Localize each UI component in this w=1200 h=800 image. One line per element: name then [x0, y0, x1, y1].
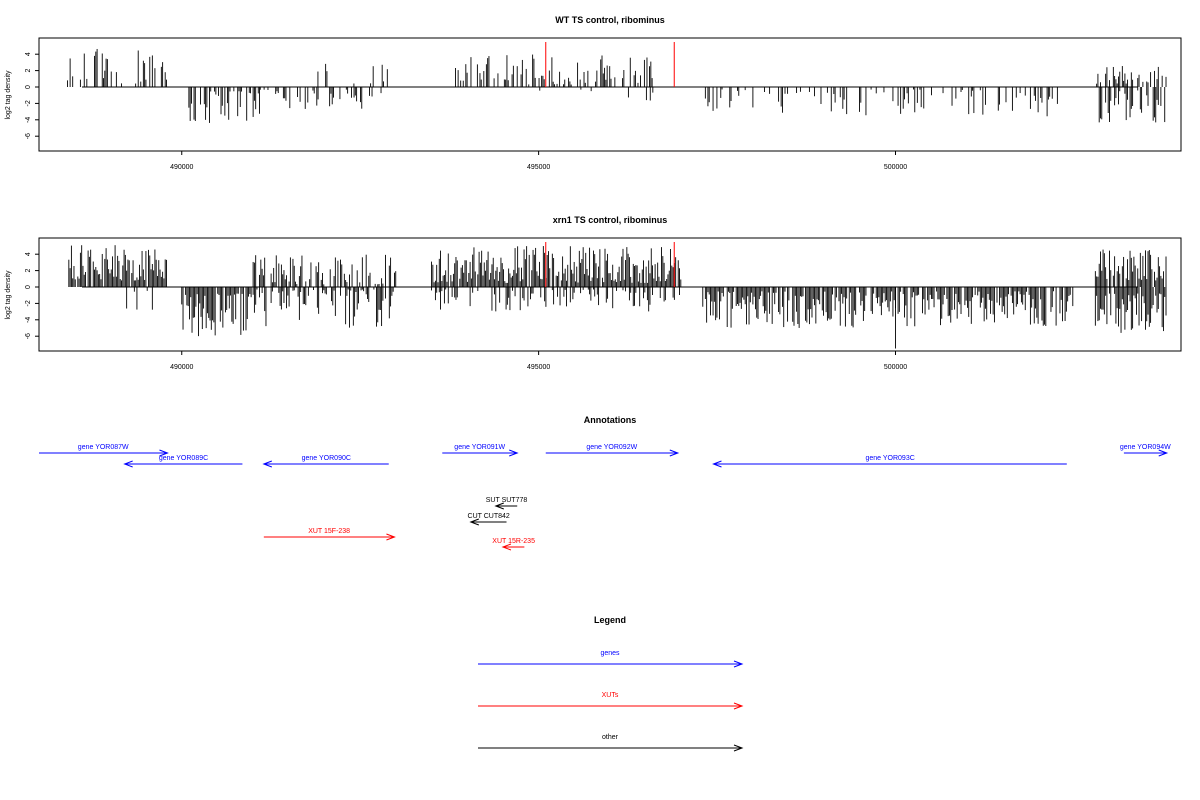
x-tick-label: 500000 [884, 164, 907, 171]
y-tick-label: 2 [25, 269, 32, 273]
legend-label: genes [600, 650, 620, 657]
tick-labels-wt: 4 2 0 -2 -4 -6 490000 495000 500000 [25, 52, 907, 171]
y-axis-label-xrn1: log2 tag density [5, 270, 12, 320]
annotation-feature: gene YOR089C [123, 455, 243, 468]
feature-label: XUT 15R-235 [492, 538, 535, 545]
annotation-feature: gene YOR091W [442, 444, 519, 457]
y-tick-label: 2 [25, 69, 32, 73]
y-tick-label: -4 [25, 117, 32, 123]
feature-arrowhead [123, 460, 133, 468]
feature-arrowhead [509, 449, 519, 457]
annotation-feature: gene YOR093C [712, 455, 1067, 468]
legend-arrowhead [733, 660, 744, 668]
annotation-feature: gene YOR092W [545, 444, 680, 457]
marker-lines-xrn1 [545, 242, 675, 287]
annotation-feature: SUT SUT778 [486, 497, 528, 510]
y-tick-label: -6 [25, 333, 32, 339]
annotation-feature: gene YOR087W [39, 444, 169, 457]
feature-arrowhead [469, 518, 479, 526]
feature-label: gene YOR092W [586, 444, 637, 451]
legend-item: XUTs [478, 692, 744, 710]
feature-label: gene YOR093C [865, 455, 914, 462]
feature-arrowhead [262, 460, 273, 468]
legend-label: other [602, 734, 619, 741]
marker-lines-wt [545, 42, 675, 87]
feature-label: gene YOR087W [78, 444, 129, 451]
x-tick-label: 500000 [884, 364, 907, 371]
feature-label: gene YOR094W [1120, 444, 1171, 451]
annotation-feature: CUT CUT842 [468, 513, 510, 526]
track-panel-xrn1: xrn1 TS control, ribominus log2 tag dens… [5, 215, 1182, 371]
feature-label: XUT 15F-238 [308, 528, 350, 535]
annotations-title: Annotations [584, 415, 637, 425]
feature-arrowhead [501, 543, 512, 551]
x-tick-label: 490000 [170, 364, 193, 371]
legend-items: genes XUTs other [478, 650, 744, 752]
y-tick-label: 0 [25, 85, 32, 89]
feature-arrowhead [494, 502, 504, 510]
track-panel-wt: WT TS control, ribominus log2 tag densit… [5, 15, 1182, 171]
x-tick-label: 495000 [527, 364, 550, 371]
x-tick-label: 495000 [527, 164, 550, 171]
y-tick-label: -2 [25, 100, 32, 106]
legend-arrowhead [733, 702, 744, 710]
bars-xrn1 [68, 245, 1167, 349]
annotation-feature: XUT 15F-238 [263, 528, 396, 541]
tick-labels-xrn1: 4 2 0 -2 -4 -6 490000 495000 500000 [25, 252, 907, 371]
plot-frame-wt [38, 37, 1182, 152]
bars-wt [67, 48, 1167, 123]
annotation-feature: gene YOR090C [262, 455, 389, 468]
legend-item: other [478, 734, 744, 752]
y-axis-label-wt: log2 tag density [5, 70, 12, 120]
legend-panel: Legend genes XUTs other [478, 615, 744, 752]
annotation-features: gene YOR087W gene YOR089C gene YOR090C gene… [39, 444, 1171, 551]
y-tick-label: -6 [25, 133, 32, 139]
feature-arrowhead [712, 460, 722, 468]
feature-label: gene YOR090C [302, 455, 351, 462]
panel-title-wt: WT TS control, ribominus [555, 15, 665, 25]
legend-title: Legend [594, 615, 626, 625]
y-tick-label: 0 [25, 285, 32, 289]
y-tick-label: -2 [25, 300, 32, 306]
feature-arrowhead [386, 533, 396, 541]
x-tick-label: 490000 [170, 164, 193, 171]
legend-label: XUTs [602, 692, 619, 699]
plot-frame-xrn1 [38, 237, 1182, 352]
panel-title-xrn1: xrn1 TS control, ribominus [553, 215, 668, 225]
y-tick-label: 4 [25, 252, 32, 256]
annotation-feature: gene YOR094W [1120, 444, 1171, 457]
y-tick-label: 4 [25, 52, 32, 56]
feature-arrowhead [1158, 449, 1169, 457]
feature-label: gene YOR089C [159, 455, 208, 462]
feature-arrowhead [669, 449, 680, 457]
legend-arrowhead [733, 744, 744, 752]
feature-arrowhead [159, 449, 169, 457]
annotation-feature: XUT 15R-235 [492, 538, 535, 551]
feature-label: gene YOR091W [454, 444, 505, 451]
feature-label: SUT SUT778 [486, 497, 528, 504]
y-tick-label: -4 [25, 317, 32, 323]
legend-item: genes [478, 650, 744, 668]
feature-label: CUT CUT842 [468, 513, 510, 520]
